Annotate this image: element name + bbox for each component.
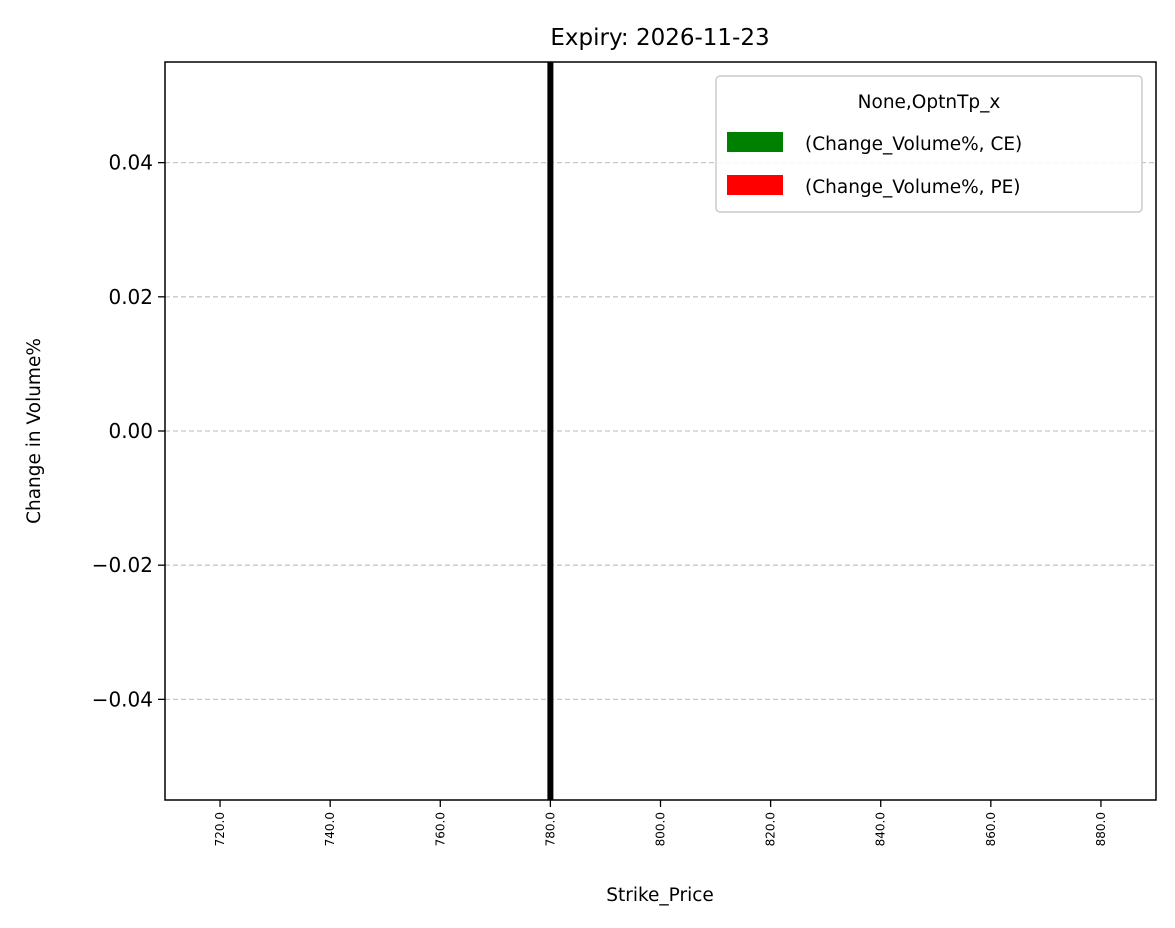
legend-label-pe: (Change_Volume%, PE) (805, 177, 1021, 198)
x-tick-label: 800.0 (654, 812, 668, 846)
legend-title: None,OptnTp_x (858, 92, 1001, 113)
x-tick-label: 780.0 (543, 812, 557, 846)
legend-label-ce: (Change_Volume%, CE) (805, 134, 1022, 155)
legend-swatch-pe (727, 175, 783, 195)
x-tick-label: 880.0 (1094, 812, 1108, 846)
y-tick-label: −0.04 (92, 687, 153, 711)
y-axis: 0.04 0.02 0.00 −0.02 −0.04 (92, 151, 165, 711)
legend: None,OptnTp_x (Change_Volume%, CE) (Chan… (715, 75, 1143, 213)
y-tick-label: −0.02 (92, 553, 153, 577)
x-tick-label: 860.0 (984, 812, 998, 846)
x-tick-label: 840.0 (874, 812, 888, 846)
y-tick-label: 0.02 (108, 285, 153, 309)
legend-frame (715, 75, 1143, 213)
legend-swatch-ce (727, 132, 783, 152)
y-tick-label: 0.00 (108, 419, 153, 443)
x-tick-label: 740.0 (323, 812, 337, 846)
x-tick-label: 820.0 (764, 812, 778, 846)
y-tick-label: 0.04 (108, 151, 153, 175)
chart-title: Expiry: 2026-11-23 (550, 25, 769, 51)
x-axis-label: Strike_Price (606, 885, 714, 906)
x-axis: 720.0 740.0 760.0 780.0 800.0 820.0 840.0 860.0… (213, 800, 1108, 846)
x-tick-label: 760.0 (433, 812, 447, 846)
y-axis-label: Change in Volume% (24, 338, 45, 524)
x-tick-label: 720.0 (213, 812, 227, 846)
